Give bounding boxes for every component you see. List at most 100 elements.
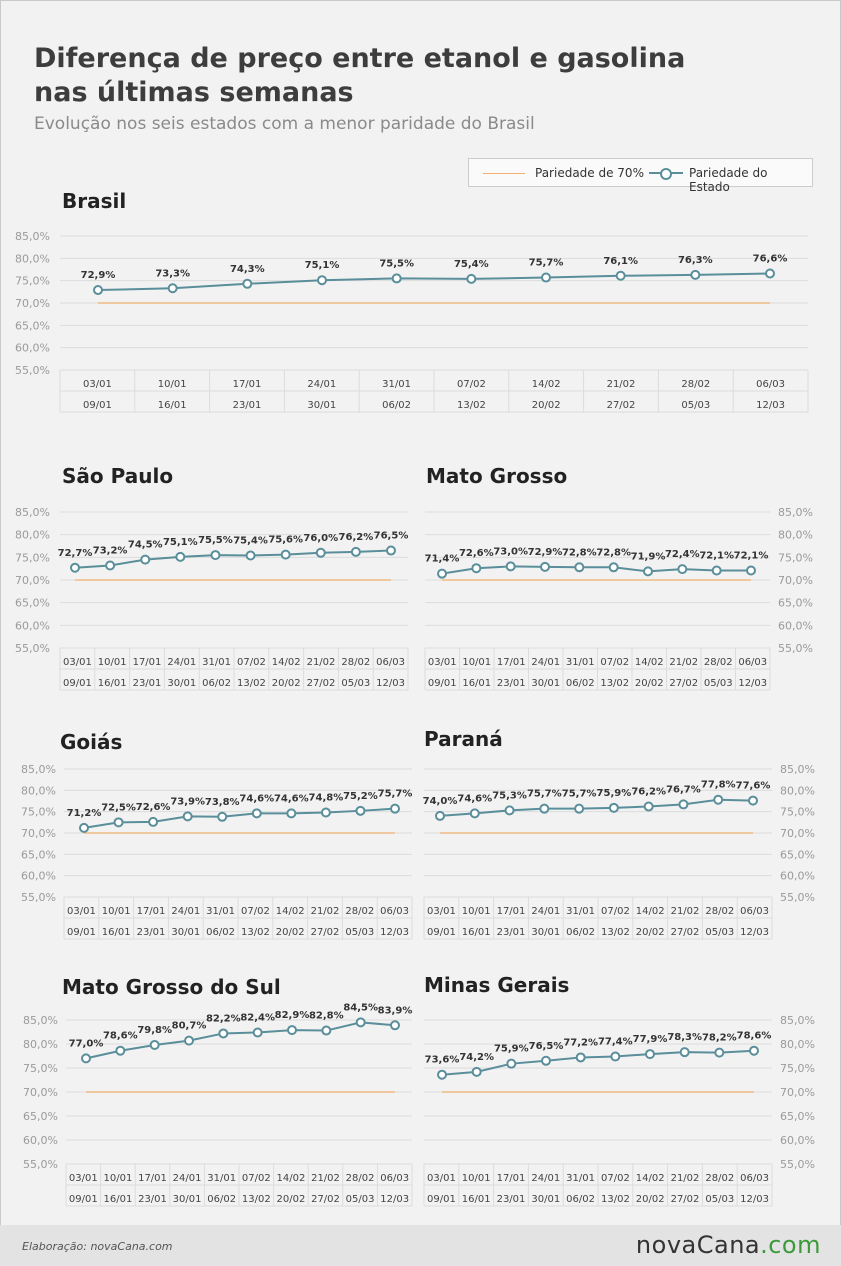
goias-data-point	[217, 811, 228, 822]
mato-grosso-do-sul-y-tick-label: 80,0%	[23, 1038, 58, 1051]
minas-gerais-data-label: 78,6%	[737, 1031, 772, 1042]
mato-grosso-y-tick-label: 60,0%	[778, 619, 813, 632]
brasil-y-tick-label: 80,0%	[15, 252, 50, 265]
brasil-data-point	[317, 275, 327, 286]
mato-grosso-data-label: 72,4%	[665, 549, 700, 560]
goias-y-tick-label: 65,0%	[21, 848, 56, 861]
minas-gerais-y-tick-label: 60,0%	[780, 1134, 815, 1147]
parana-category-end-label: 05/03	[705, 927, 734, 938]
brasil-category-start-label: 03/01	[83, 379, 112, 390]
goias-category-start-label: 10/01	[102, 906, 131, 917]
minas-gerais-category-start-label: 31/01	[566, 1173, 595, 1184]
sao-paulo-y-tick-label: 80,0%	[15, 529, 50, 542]
parana-category-end-label: 12/03	[740, 927, 769, 938]
parana-data-point	[678, 799, 689, 810]
minas-gerais-category-end-label: 20/02	[636, 1194, 665, 1205]
brasil-category-start-label: 21/02	[607, 379, 636, 390]
parana-data-point	[713, 794, 724, 805]
parana-category-start-label: 10/01	[462, 906, 491, 917]
goias-data-label: 74,6%	[274, 793, 309, 804]
mato-grosso-data-label: 72,1%	[699, 550, 734, 561]
goias-category-start-label: 28/02	[345, 906, 374, 917]
mato-grosso-do-sul-data-point	[184, 1035, 194, 1046]
goias-data-label: 74,8%	[309, 793, 344, 804]
sao-paulo-data-label: 76,5%	[374, 531, 409, 542]
minas-gerais-data-point	[610, 1051, 621, 1062]
brasil-category-start-label: 28/02	[681, 379, 710, 390]
mato-grosso-do-sul-category-end-label: 06/02	[207, 1194, 236, 1205]
minas-gerais-category-start-label: 28/02	[705, 1173, 734, 1184]
parana-y-tick-label: 85,0%	[780, 763, 815, 776]
sao-paulo-category-end-label: 12/03	[376, 678, 405, 689]
brasil-data-label: 76,6%	[753, 254, 788, 265]
sao-paulo-category-end-label: 23/01	[133, 678, 162, 689]
parana-data-label: 75,7%	[527, 789, 562, 800]
minas-gerais-data-label: 77,9%	[633, 1034, 668, 1045]
parana-series-line	[439, 798, 754, 817]
mato-grosso-data-label: 72,8%	[562, 547, 597, 558]
mato-grosso-do-sul-data-label: 82,4%	[240, 1012, 275, 1023]
mato-grosso-category-end-label: 13/02	[600, 678, 629, 689]
goias-category-end-label: 06/02	[206, 927, 235, 938]
mato-grosso-do-sul-category-start-label: 24/01	[173, 1173, 202, 1184]
brasil-y-tick-label: 85,0%	[15, 230, 50, 243]
sao-paulo-data-point	[140, 554, 151, 565]
minas-gerais-category-end-label: 12/03	[740, 1194, 769, 1205]
sao-paulo-data-point	[386, 545, 396, 556]
parana-y-tick-label: 65,0%	[780, 848, 815, 861]
brasil-data-label: 75,7%	[529, 258, 564, 269]
goias-category-end-label: 16/01	[102, 927, 131, 938]
parana-data-label: 75,7%	[562, 789, 597, 800]
sao-paulo-category-start-label: 28/02	[341, 657, 370, 668]
mato-grosso-category-start-label: 14/02	[635, 657, 664, 668]
mato-grosso-data-label: 72,1%	[734, 550, 769, 561]
minas-gerais-data-label: 75,9%	[494, 1044, 529, 1055]
brasil-category-start-label: 31/01	[382, 379, 411, 390]
minas-gerais-y-tick-label: 75,0%	[780, 1062, 815, 1075]
mato-grosso-category-end-label: 30/01	[531, 678, 560, 689]
sao-paulo-data-label: 75,5%	[198, 535, 233, 546]
sao-paulo-y-tick-label: 65,0%	[15, 597, 50, 610]
goias-data-point	[79, 822, 89, 833]
goias-category-end-label: 12/03	[380, 927, 409, 938]
parana-data-point	[574, 803, 585, 814]
brasil-category-start-label: 10/01	[158, 379, 187, 390]
mato-grosso-category-start-label: 28/02	[704, 657, 733, 668]
mato-grosso-category-start-label: 31/01	[566, 657, 595, 668]
minas-gerais-category-start-label: 03/01	[427, 1173, 456, 1184]
mato-grosso-data-point	[471, 563, 482, 574]
mato-grosso-do-sul-data-point	[252, 1027, 263, 1038]
brasil-data-point	[242, 278, 253, 289]
parana-data-label: 76,2%	[631, 787, 666, 798]
mato-grosso-category-end-label: 06/02	[566, 678, 595, 689]
goias-category-start-label: 17/01	[137, 906, 166, 917]
sao-paulo-data-point	[105, 560, 116, 571]
mato-grosso-category-end-label: 09/01	[428, 678, 457, 689]
brasil-y-tick-label: 65,0%	[15, 319, 50, 332]
goias-category-start-label: 06/03	[380, 906, 409, 917]
goias-category-end-label: 27/02	[311, 927, 340, 938]
minas-gerais-category-start-label: 21/02	[671, 1173, 700, 1184]
minas-gerais-category-start-label: 17/01	[497, 1173, 526, 1184]
goias-data-point	[148, 816, 159, 827]
credit-text: Elaboração: novaCana.com	[22, 1240, 173, 1253]
mato-grosso-y-tick-label: 70,0%	[778, 574, 813, 587]
parana-category-end-label: 23/01	[497, 927, 526, 938]
sao-paulo-category-end-label: 16/01	[98, 678, 127, 689]
mato-grosso-do-sul-category-end-label: 13/02	[242, 1194, 271, 1205]
mato-grosso-category-start-label: 17/01	[497, 657, 526, 668]
mato-grosso-do-sul-data-point	[81, 1053, 91, 1064]
brasil-data-point	[466, 273, 477, 284]
mato-grosso-do-sul-category-start-label: 17/01	[138, 1173, 167, 1184]
sao-paulo-category-start-label: 17/01	[133, 657, 162, 668]
parana-category-end-label: 27/02	[671, 927, 700, 938]
parana-data-label: 74,6%	[457, 793, 492, 804]
parana-category-start-label: 17/01	[497, 906, 526, 917]
parana-data-point	[504, 805, 515, 816]
parana-data-point	[643, 801, 654, 812]
minas-gerais-category-start-label: 14/02	[636, 1173, 665, 1184]
mato-grosso-category-end-label: 20/02	[635, 678, 664, 689]
panel-title-mato-grosso-do-sul: Mato Grosso do Sul	[62, 975, 281, 999]
mato-grosso-series-line	[441, 565, 751, 575]
mato-grosso-do-sul-category-start-label: 31/01	[207, 1173, 236, 1184]
